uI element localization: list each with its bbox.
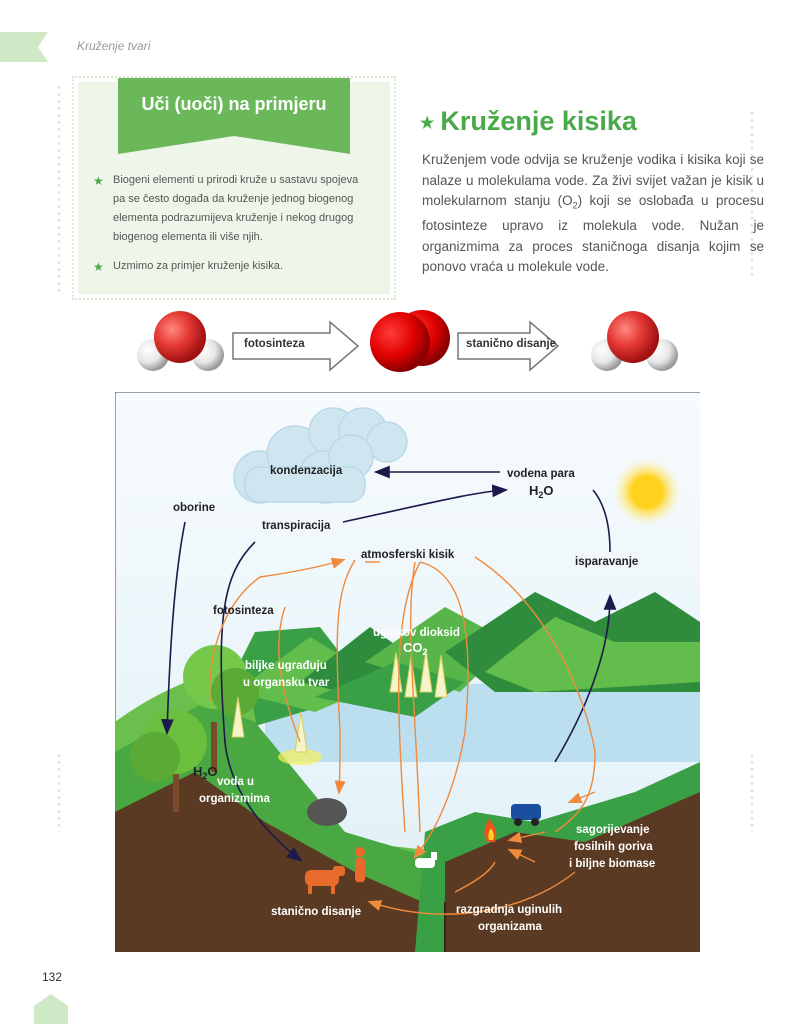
- fire-icon: [484, 818, 497, 842]
- bullet-item: ★ Biogeni elementi u prirodi kruže u sas…: [93, 174, 359, 243]
- star-bullet-icon: ★: [93, 174, 104, 188]
- dotted-divider: [750, 110, 754, 280]
- label-h2o-plant: H2O: [193, 764, 218, 781]
- human-icon: [355, 847, 365, 882]
- example-box-title-text: Uči (uoči) na primjeru: [141, 94, 327, 114]
- label-sagorijevanje-2: fosilnih goriva: [574, 841, 653, 853]
- running-title: Kruženje tvari: [77, 39, 151, 53]
- label-h2o-top: H2O: [529, 483, 554, 500]
- label-voda-1: voda u: [217, 776, 254, 788]
- label-atmosferski-kisik: atmosferski kisik: [361, 549, 455, 561]
- label-razgradnja-1: razgradnja uginulih: [456, 904, 562, 916]
- dotted-divider: [750, 752, 754, 832]
- section-title: ★ Kruženje kisika: [420, 106, 637, 136]
- label-isparavanje: isparavanje: [575, 556, 638, 568]
- page-number: 132: [42, 970, 63, 984]
- oxygen-cycle-diagram: kondenzacija vodena para H2O oborine tra…: [115, 392, 700, 952]
- label-biljke-2: u organsku tvar: [243, 677, 330, 689]
- soil: [445, 792, 700, 952]
- rock-icon: [307, 798, 347, 826]
- star-icon: ★: [420, 114, 435, 132]
- arrow-label-stanicno-disanje: stanično disanje: [466, 338, 557, 350]
- example-box-title: Uči (uoči) na primjeru: [118, 78, 350, 154]
- label-sagorijevanje-3: i biljne biomase: [569, 858, 655, 870]
- soil: [115, 772, 445, 952]
- cow-icon: [305, 866, 345, 894]
- tree-icon: [130, 710, 207, 812]
- arrow-fotosinteza: [232, 320, 360, 372]
- label-co2: CO2: [403, 640, 428, 657]
- label-vodena-para: vodena para: [507, 468, 575, 480]
- star-bullet-icon: ★: [93, 260, 104, 274]
- cloud-icon: [233, 407, 408, 504]
- label-biljke-1: biljke ugrađuju: [245, 660, 327, 672]
- label-fotosinteza: fotosinteza: [213, 605, 274, 617]
- molecule-equation: [137, 310, 678, 372]
- bullet-item: ★ Uzmimo za primjer kruženje kisika.: [93, 257, 373, 276]
- label-razgradnja-2: organizama: [478, 921, 543, 933]
- car-icon: [511, 804, 541, 826]
- dotted-divider: [57, 752, 61, 832]
- label-voda-2: organizmima: [199, 793, 271, 805]
- label-stanicno-disanje: stanično disanje: [271, 906, 361, 918]
- arrow-label-fotosinteza: fotosinteza: [244, 338, 305, 350]
- goat-icon: [415, 852, 437, 868]
- label-kondenzacija: kondenzacija: [270, 465, 343, 477]
- oxygen-molecule-icon: [370, 310, 450, 372]
- arrow-stanicno-disanje: [457, 320, 560, 372]
- header-tab-decoration: [0, 32, 48, 62]
- section-paragraph: Kruženjem vode odvija se kruženje vodika…: [422, 152, 764, 275]
- label-transpiracija: transpiracija: [262, 520, 331, 532]
- label-ugljikov-dioksid: ugljikov dioksid: [373, 627, 460, 639]
- label-oborine: oborine: [173, 502, 215, 514]
- water-molecule-icon: [591, 311, 678, 371]
- dotted-divider: [57, 84, 61, 294]
- footer-tab-decoration: [34, 994, 68, 1024]
- label-sagorijevanje-1: sagorijevanje: [576, 824, 650, 836]
- water-molecule-icon: [137, 311, 224, 371]
